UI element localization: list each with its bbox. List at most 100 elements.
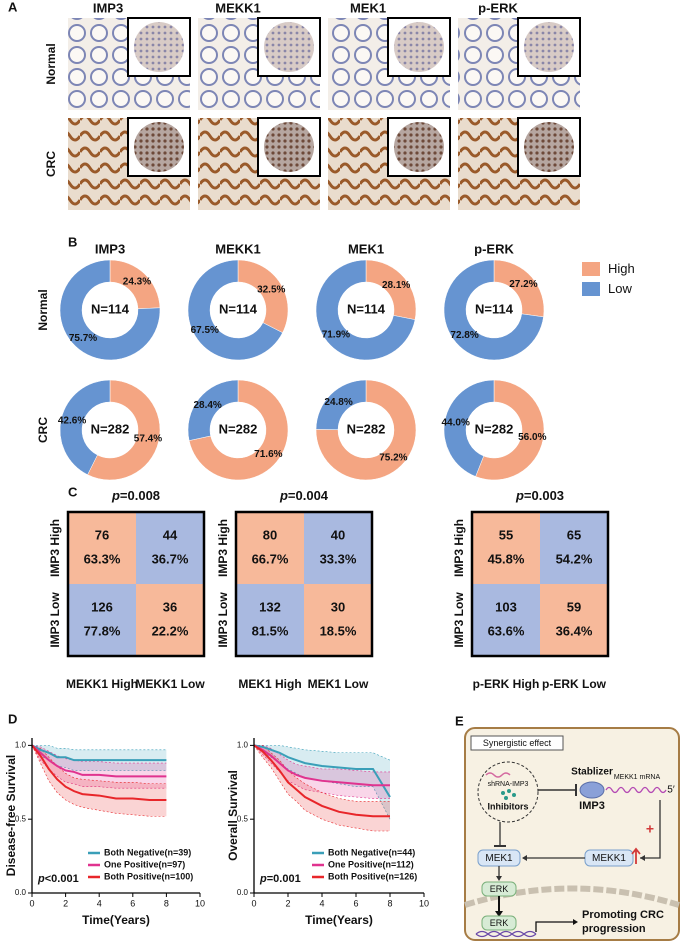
- value-label: 32.5%: [257, 284, 285, 295]
- cell-percent: 36.7%: [152, 551, 189, 566]
- p-value: p=0.004: [279, 488, 329, 503]
- cell-percent: 33.3%: [320, 551, 357, 566]
- center-label: N=114: [347, 301, 386, 316]
- donut-slice: [315, 379, 417, 481]
- p-value: p=0.008: [111, 488, 160, 503]
- y-tick-label: 0.5: [237, 814, 249, 823]
- row-title: CRC: [36, 417, 50, 443]
- p-text: =0.008: [120, 488, 160, 503]
- stabilizer-text: Stablizer: [571, 767, 613, 778]
- nuclear-membrane: [464, 885, 680, 908]
- row-label: IMP3 Low: [452, 592, 466, 648]
- x-tick-label: 10: [195, 898, 205, 908]
- y-tick-label: 1.0: [237, 740, 249, 749]
- y-axis-label: Overall Survival: [226, 770, 240, 861]
- cell-percent: 36.4%: [556, 623, 593, 638]
- value-label: 42.6%: [58, 416, 86, 427]
- table-cell: [472, 584, 540, 656]
- p-symbol: p: [111, 488, 120, 503]
- mek1-text: MEK1: [485, 853, 513, 864]
- arrow-head: [496, 876, 502, 881]
- row-label: IMP3 High: [48, 519, 62, 577]
- cell-percent: 18.5%: [320, 623, 357, 638]
- erk-box: [481, 915, 517, 931]
- value-label: 75.2%: [379, 452, 407, 463]
- y-tick-label: 0.0: [15, 888, 27, 897]
- p-symbol: p: [259, 873, 267, 885]
- row-title: Normal: [36, 289, 50, 330]
- center-label: N=114: [91, 301, 130, 316]
- p-value: p=0.001: [259, 873, 301, 885]
- column-label: p-ERK Low: [542, 677, 607, 691]
- x-tick-label: 6: [353, 898, 358, 908]
- tissue-core: [264, 122, 314, 172]
- donut-slice: [237, 259, 289, 334]
- x-axis-label: Time(Years): [305, 913, 373, 927]
- table-border: [66, 510, 206, 658]
- donut-slice: [187, 259, 283, 361]
- hairpin: [485, 772, 511, 778]
- x-tick-label: 2: [63, 898, 68, 908]
- y-tick-label: 0.5: [15, 814, 27, 823]
- column-label: MEKK1 Low: [135, 677, 205, 691]
- cell-count: 76: [95, 527, 109, 542]
- arrow-head: [640, 855, 645, 861]
- cell-count: 80: [263, 527, 277, 542]
- donut-slice: [59, 259, 161, 361]
- column-label: p-ERK High: [473, 677, 540, 691]
- x-tick-label: 10: [419, 898, 429, 908]
- cell-count: 132: [259, 599, 281, 614]
- x-axis-label: Time(Years): [82, 913, 150, 927]
- table-cell: [68, 584, 136, 656]
- diagram-frame: [464, 727, 680, 941]
- table-cell: [540, 512, 608, 584]
- column-title: p-ERK: [474, 241, 514, 256]
- legend-label: Both Negative(n=39): [104, 847, 191, 857]
- ci-bound: [253, 745, 390, 832]
- value-label: 71.9%: [322, 329, 350, 340]
- row-title: CRC: [44, 151, 58, 177]
- column-title: MEK1: [348, 241, 384, 256]
- x-tick-label: 8: [164, 898, 169, 908]
- column-title: MEKK1: [215, 0, 261, 15]
- donut-slice: [443, 259, 544, 361]
- p-symbol: p: [279, 488, 288, 503]
- p-text: =0.004: [288, 488, 329, 503]
- cell-percent: 66.7%: [252, 551, 289, 566]
- table-border: [470, 510, 610, 658]
- table-cell: [236, 512, 304, 584]
- table-cell: [540, 584, 608, 656]
- up-arrow: [631, 847, 641, 864]
- dna: [475, 930, 537, 938]
- donut-slice: [59, 379, 111, 476]
- arrow-outcome: [535, 921, 574, 932]
- y-tick-label: 1.0: [15, 740, 27, 749]
- ci-bound: [31, 745, 167, 789]
- outcome-text: progression: [582, 923, 646, 935]
- confidence-band: [32, 745, 167, 771]
- cell-percent: 22.2%: [152, 623, 189, 638]
- mrna-wave: [605, 786, 667, 794]
- donut-slice: [87, 379, 161, 481]
- ci-bound: [254, 745, 390, 773]
- confidence-band: [254, 745, 390, 831]
- confidence-band: [32, 745, 167, 789]
- p-text: <0.001: [45, 873, 79, 885]
- tissue-core: [524, 22, 574, 72]
- table-cell: [68, 512, 136, 584]
- p-symbol: p: [37, 873, 45, 885]
- panel-label: C: [68, 484, 78, 499]
- table-cell: [472, 512, 540, 584]
- tissue-core: [524, 122, 574, 172]
- table-cell: [304, 512, 372, 584]
- legend-label: One Positive(n=112): [328, 859, 414, 869]
- value-label: 57.4%: [134, 434, 162, 445]
- cell-count: 36: [163, 599, 177, 614]
- donut-slice: [315, 259, 416, 361]
- legend-label: Both Positive(n=100): [104, 871, 193, 881]
- panel-label: D: [8, 711, 17, 726]
- tissue-core: [394, 122, 444, 172]
- panel-label: B: [68, 234, 77, 249]
- center-label: N=114: [219, 301, 258, 316]
- cell-percent: 45.8%: [488, 551, 525, 566]
